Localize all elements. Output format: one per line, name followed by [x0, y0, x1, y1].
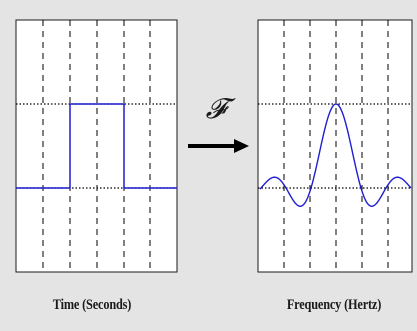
frequency-plot-frame	[257, 19, 413, 273]
time-domain-plot	[15, 19, 178, 273]
fourier-symbol: 𝓕	[206, 92, 236, 125]
right-arrow-icon	[188, 139, 249, 153]
sinc-signal	[259, 103, 412, 207]
time-axis-caption: Time (Seconds)	[52, 297, 132, 313]
frequency-axis-caption: Frequency (Hertz)	[286, 297, 382, 313]
rectangular-pulse-signal	[16, 103, 177, 189]
frequency-plot-vertical-grid	[283, 20, 389, 272]
frequency-domain-plot	[257, 19, 413, 273]
